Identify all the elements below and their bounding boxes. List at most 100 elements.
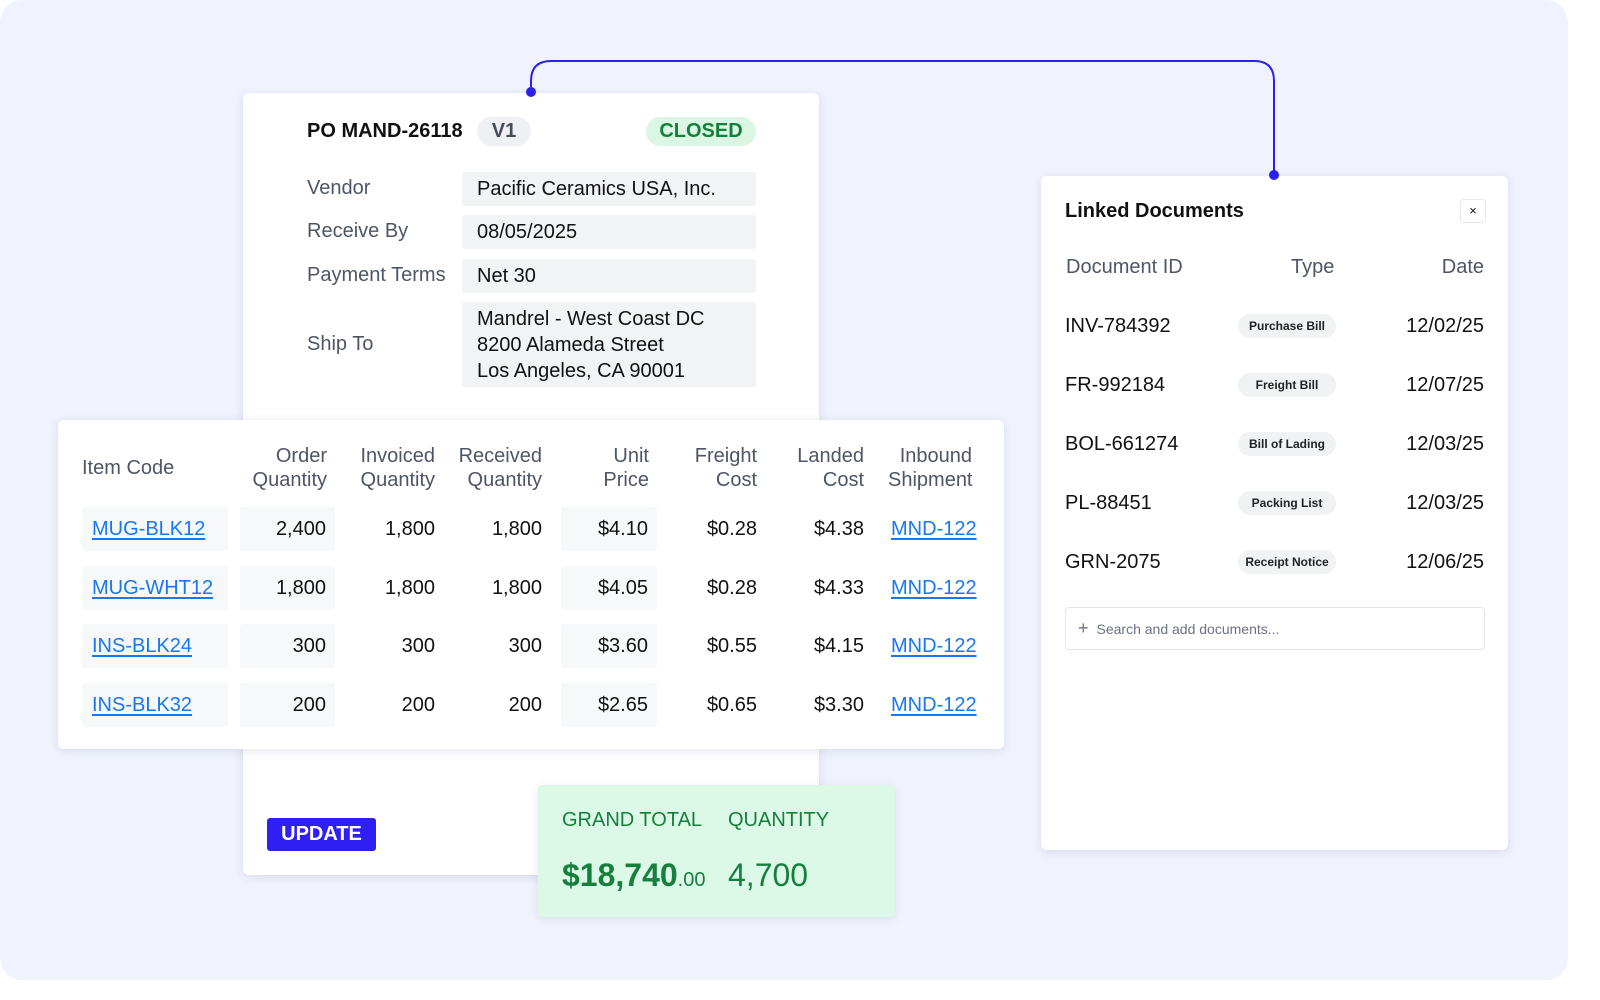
item-code-cell[interactable]: INS-BLK32 — [82, 683, 228, 728]
document-date: 12/03/25 — [1406, 492, 1484, 514]
landed-cost-cell: $4.33 — [775, 566, 864, 610]
order-quantity-value: 200 — [292, 694, 326, 717]
header-line: Order — [275, 445, 327, 467]
inbound-shipment-cell[interactable]: MND-122 — [888, 507, 980, 551]
close-icon[interactable]: × — [1460, 199, 1486, 223]
header-received-quantity: Received Quantity — [453, 444, 542, 492]
unit-price-value: $4.10 — [597, 518, 648, 540]
header-line: Quantity — [360, 469, 435, 491]
document-id[interactable]: GRN-2075 — [1065, 551, 1161, 573]
po-title: PO MAND-26118 — [307, 120, 463, 142]
unit-price-value: $2.65 — [597, 694, 648, 717]
header-inbound-shipment: Inbound Shipment — [888, 444, 973, 492]
document-type-badge: Packing List — [1238, 491, 1336, 515]
item-code-link[interactable]: INS-BLK24 — [92, 635, 193, 658]
header-document-id: Document ID — [1066, 256, 1183, 278]
grand-total-amount: $18,740 — [562, 857, 678, 893]
inbound-shipment-cell[interactable]: MND-122 — [888, 566, 980, 610]
version-badge: V1 — [477, 117, 531, 146]
landed-cost-value: $4.15 — [813, 635, 864, 658]
header-line: Price — [603, 469, 649, 491]
invoiced-quantity-value: 300 — [401, 635, 435, 658]
header-order-quantity: Order Quantity — [240, 444, 327, 492]
update-button[interactable]: UPDATE — [267, 818, 376, 851]
inbound-shipment-link[interactable]: MND-122 — [891, 635, 977, 658]
landed-cost-cell: $3.30 — [775, 683, 864, 727]
unit-price-cell: $2.65 — [561, 683, 657, 728]
item-code-link[interactable]: INS-BLK32 — [92, 694, 193, 717]
received-quantity-cell: 200 — [453, 683, 542, 727]
document-date: 12/07/25 — [1406, 374, 1484, 396]
linked-documents-panel: Linked Documents × Document ID Type Date… — [1041, 176, 1508, 850]
invoiced-quantity-value: 200 — [401, 694, 435, 717]
invoiced-quantity-cell: 300 — [348, 624, 435, 668]
ship-to-line: Mandrel - West Coast DC — [477, 308, 705, 330]
header-freight-cost: Freight Cost — [668, 444, 757, 492]
item-code-link[interactable]: MUG-WHT12 — [92, 576, 214, 599]
search-documents-input[interactable]: + Search and add documents... — [1065, 607, 1485, 650]
ship-to-label: Ship To — [307, 333, 374, 355]
ship-to-line: 8200 Alameda Street — [477, 334, 664, 356]
item-code-cell[interactable]: INS-BLK24 — [82, 624, 228, 669]
order-quantity-cell: 200 — [240, 683, 335, 728]
header-type: Type — [1291, 256, 1335, 278]
order-quantity-cell: 1,800 — [240, 565, 335, 610]
inbound-shipment-cell[interactable]: MND-122 — [888, 683, 980, 727]
document-id[interactable]: BOL-661274 — [1065, 433, 1179, 455]
ship-to-line: Los Angeles, CA 90001 — [477, 360, 685, 382]
header-landed-cost: Landed Cost — [775, 444, 864, 492]
inbound-shipment-link[interactable]: MND-122 — [891, 518, 977, 540]
status-badge: CLOSED — [646, 117, 756, 146]
freight-cost-cell: $0.55 — [668, 624, 757, 668]
landed-cost-value: $4.33 — [813, 576, 864, 599]
search-placeholder: Search and add documents... — [1096, 621, 1280, 637]
order-quantity-cell: 2,400 — [240, 507, 335, 551]
vendor-field[interactable]: Pacific Ceramics USA, Inc. — [462, 172, 756, 206]
landed-cost-cell: $4.15 — [775, 624, 864, 668]
received-quantity-cell: 300 — [453, 624, 542, 668]
document-date: 12/06/25 — [1406, 551, 1484, 573]
document-id[interactable]: PL-88451 — [1065, 492, 1152, 514]
grand-total-label: GRAND TOTAL — [562, 809, 703, 831]
freight-cost-cell: $0.65 — [668, 683, 757, 727]
order-quantity-value: 2,400 — [275, 518, 326, 540]
connector-dot — [526, 87, 536, 97]
header-date: Date — [1441, 256, 1484, 278]
received-quantity-value: 1,800 — [491, 576, 542, 599]
grand-total-value: $18,740.00 — [562, 857, 705, 894]
invoiced-quantity-cell: 1,800 — [348, 566, 435, 610]
order-quantity-value: 300 — [292, 635, 326, 658]
unit-price-cell: $3.60 — [561, 624, 657, 669]
invoiced-quantity-value: 1,800 — [384, 576, 435, 599]
item-code-link[interactable]: MUG-BLK12 — [92, 518, 206, 540]
freight-cost-value: $0.28 — [706, 576, 757, 599]
invoiced-quantity-value: 1,800 — [384, 518, 435, 540]
header-line: Quantity — [467, 469, 542, 491]
inbound-shipment-link[interactable]: MND-122 — [891, 576, 977, 599]
receive-by-field[interactable]: 08/05/2025 — [462, 215, 756, 249]
payment-terms-label: Payment Terms — [307, 264, 446, 286]
linked-documents-title: Linked Documents — [1065, 200, 1244, 222]
document-type-badge: Purchase Bill — [1238, 314, 1336, 338]
header-item-code: Item Code — [82, 456, 228, 480]
header-line: Shipment — [888, 469, 973, 491]
connector-dot — [1269, 170, 1279, 180]
received-quantity-value: 200 — [508, 694, 542, 717]
header-line: Landed — [797, 445, 864, 467]
item-code-cell[interactable]: MUG-WHT12 — [82, 565, 228, 610]
quantity-label: QUANTITY — [728, 809, 830, 831]
inbound-shipment-cell[interactable]: MND-122 — [888, 624, 980, 668]
document-type-badge: Freight Bill — [1238, 373, 1336, 397]
document-id[interactable]: FR-992184 — [1065, 374, 1166, 396]
document-type-badge: Receipt Notice — [1238, 550, 1336, 574]
document-id[interactable]: INV-784392 — [1065, 315, 1171, 337]
ship-to-field[interactable]: Mandrel - West Coast DC 8200 Alameda Str… — [462, 302, 756, 387]
payment-terms-field[interactable]: Net 30 — [462, 259, 756, 293]
header-line: Cost — [822, 469, 864, 491]
inbound-shipment-link[interactable]: MND-122 — [891, 694, 977, 717]
order-quantity-cell: 300 — [240, 624, 335, 669]
freight-cost-value: $0.55 — [706, 635, 757, 658]
quantity-value: 4,700 — [728, 857, 809, 893]
item-code-cell[interactable]: MUG-BLK12 — [82, 507, 228, 551]
